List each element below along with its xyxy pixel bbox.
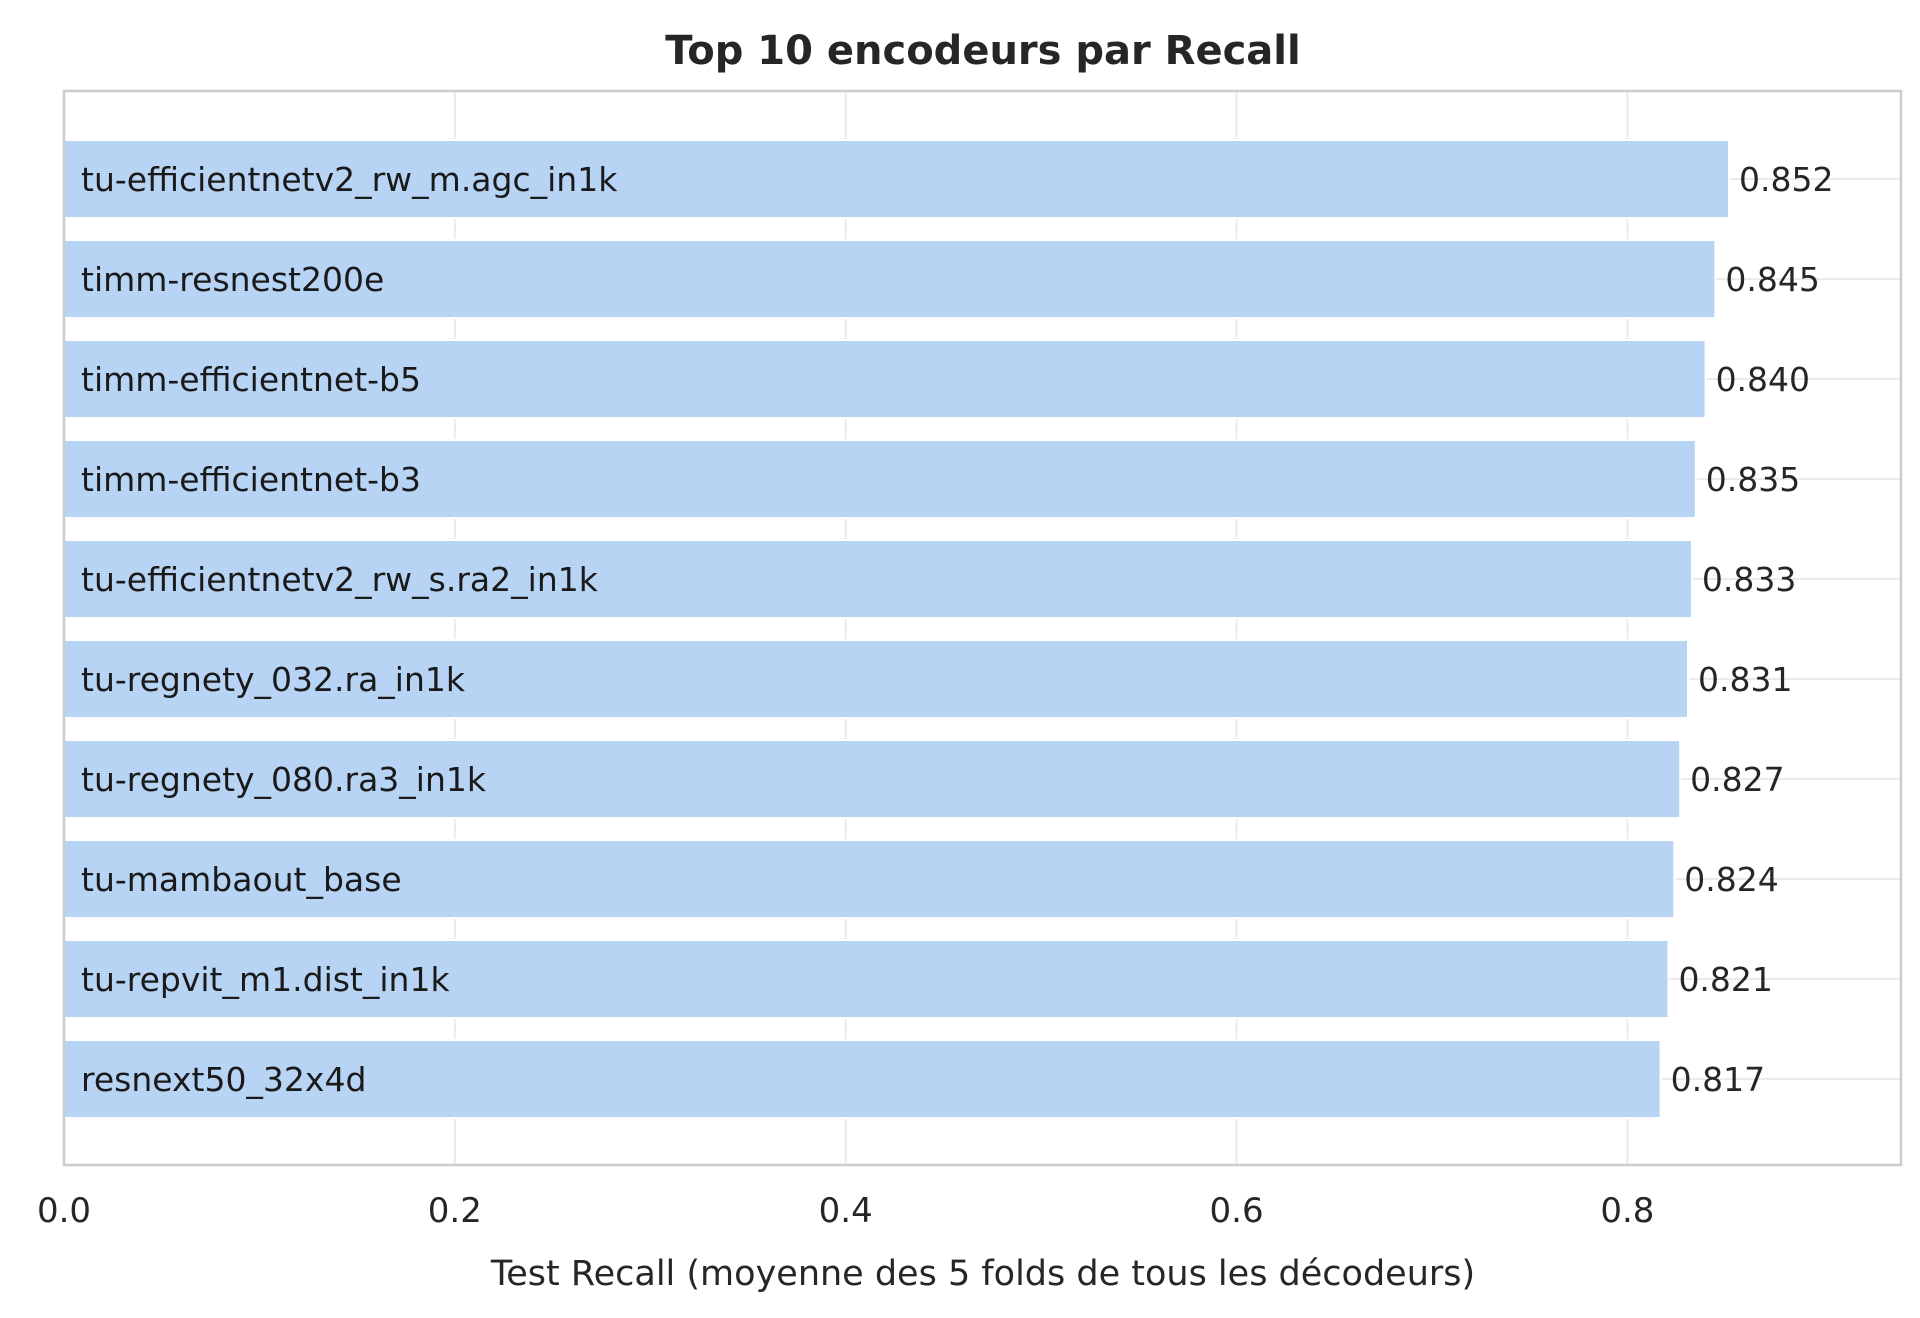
bar-category-label: tu-efficientnetv2_rw_m.agc_in1k [81,160,618,199]
bar-value-label: 0.835 [1706,460,1800,499]
bar [63,439,1697,519]
bar [63,939,1670,1019]
bar-category-label: tu-regnety_032.ra_in1k [81,660,466,699]
chart-title: Top 10 encodeurs par Recall [665,28,1300,74]
bar-category-label: tu-efficientnetv2_rw_s.ra2_in1k [81,560,599,599]
bar-value-label: 0.833 [1702,560,1796,599]
bar-value-label: 0.852 [1739,160,1833,199]
bar [63,239,1717,319]
bar-category-label: timm-efficientnet-b3 [81,460,421,499]
bar-group: tu-repvit_m1.dist_in1k 0.821 [63,939,1773,1019]
bar-value-label: 0.845 [1725,260,1819,299]
bar [63,639,1689,719]
bar [63,739,1682,819]
bar-category-label: tu-mambaout_base [81,860,402,899]
bar-group: tu-regnety_032.ra_in1k 0.831 [63,639,1792,719]
bar-group: timm-resnest200e 0.845 [63,239,1820,319]
bar-value-label: 0.824 [1684,860,1778,899]
bar-group: timm-efficientnet-b3 0.835 [63,439,1800,519]
bar [63,839,1676,919]
bar-value-label: 0.817 [1671,1060,1765,1099]
x-tick-label: 0.0 [37,1191,91,1231]
x-tick-label: 0.8 [1600,1191,1654,1231]
bar [63,1039,1662,1119]
plot-frame [62,89,1903,1167]
bar-group: timm-efficientnet-b5 0.840 [63,339,1810,419]
bar-value-label: 0.821 [1678,960,1772,999]
bar-group: resnext50_32x4d 0.817 [63,1039,1765,1119]
x-tick-label: 0.4 [819,1191,873,1231]
x-tick-label: 0.6 [1210,1191,1264,1231]
bars: tu-efficientnetv2_rw_m.agc_in1k 0.852 timm… [63,139,1834,1119]
bar-group: tu-regnety_080.ra3_in1k 0.827 [63,739,1785,819]
bar-category-label: resnext50_32x4d [81,1060,366,1099]
bar [63,339,1707,419]
bar-category-label: timm-efficientnet-b5 [81,360,421,399]
bar-category-label: tu-regnety_080.ra3_in1k [81,760,487,799]
x-tick-label: 0.2 [428,1191,482,1231]
bar [63,539,1693,619]
bar-value-label: 0.827 [1690,760,1784,799]
x-axis-label: Test Recall (moyenne des 5 folds de tous… [490,1254,1475,1294]
x-axis-ticks: 0.0 0.2 0.4 0.6 0.8 [37,1191,1654,1231]
bar-category-label: tu-repvit_m1.dist_in1k [81,960,450,999]
bar-group: tu-mambaout_base 0.824 [63,839,1779,919]
bar-group: tu-efficientnetv2_rw_m.agc_in1k 0.852 [63,139,1834,219]
bar-category-label: timm-resnest200e [81,260,384,299]
bar-group: tu-efficientnetv2_rw_s.ra2_in1k 0.833 [63,539,1796,619]
bar-value-label: 0.831 [1698,660,1792,699]
bar-value-label: 0.840 [1716,360,1810,399]
